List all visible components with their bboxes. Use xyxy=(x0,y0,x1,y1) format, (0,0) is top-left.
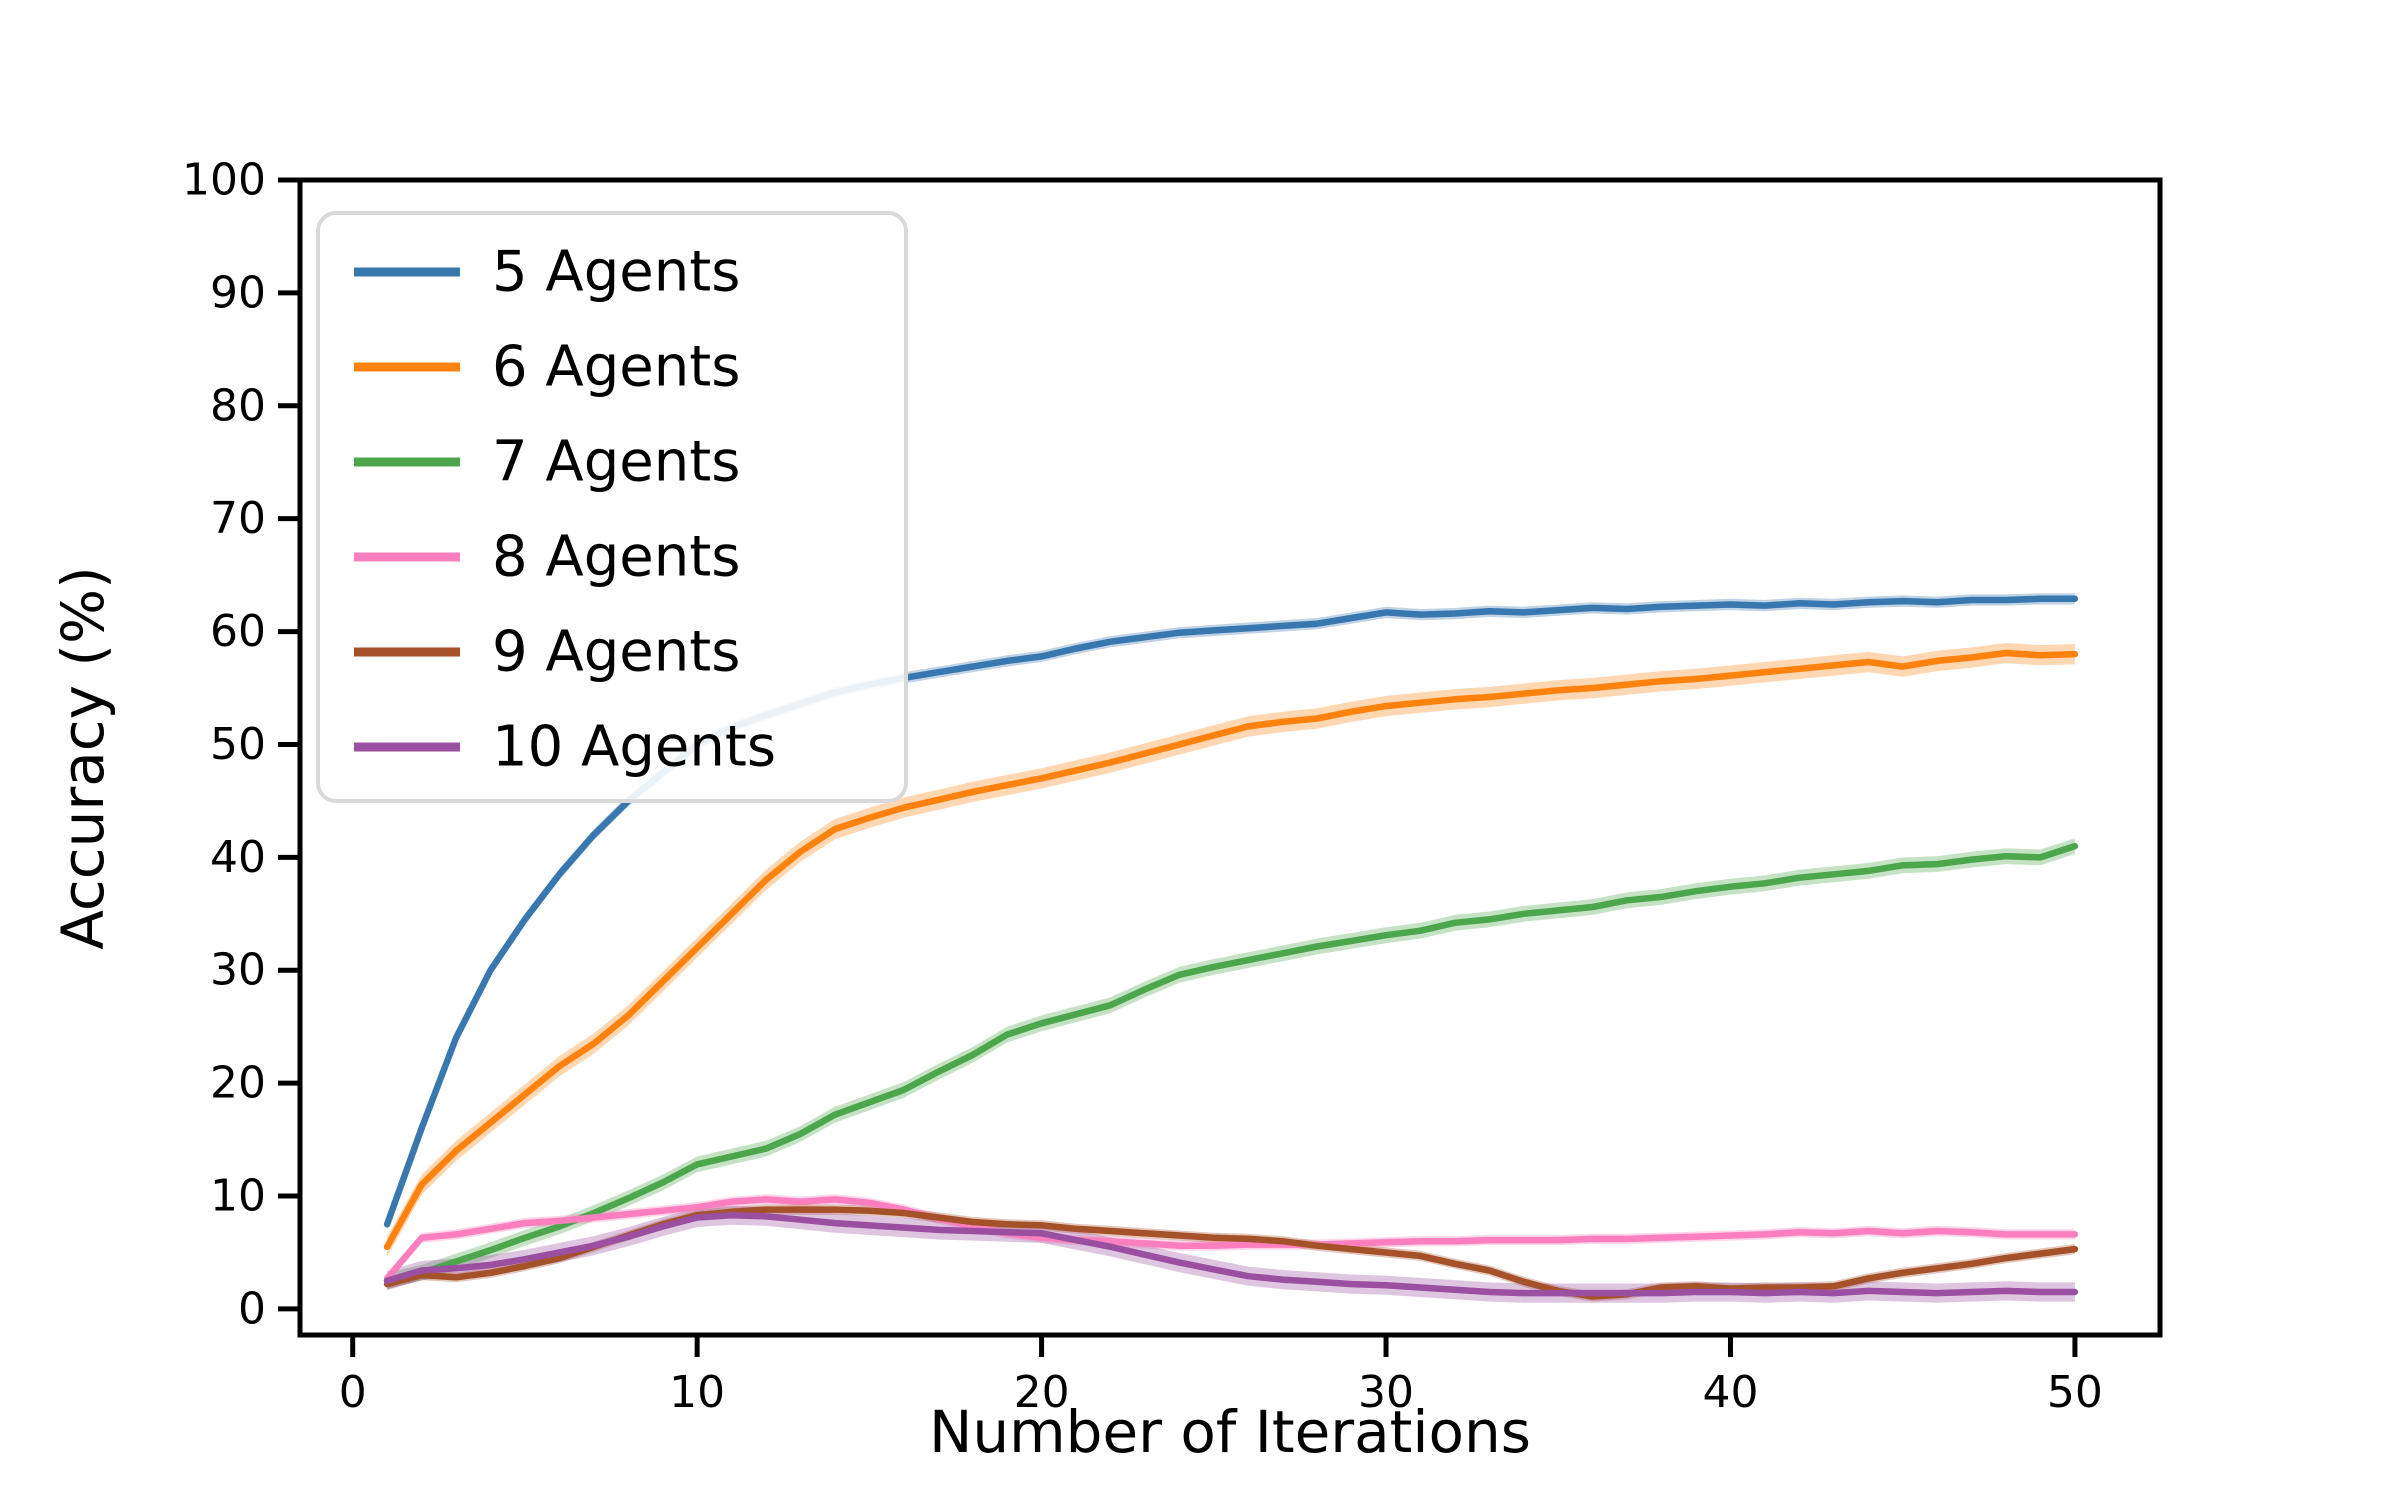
legend-entry-5-agents: 5 Agents xyxy=(354,240,740,305)
legend-entry-10-agents: 10 Agents xyxy=(354,715,776,780)
y-tick-label-20: 20 xyxy=(210,1058,266,1109)
legend-entry-9-agents: 9 Agents xyxy=(354,620,740,685)
axis-ticks xyxy=(278,177,2078,1357)
series-line-6-agents xyxy=(383,649,2079,1251)
legend-label-7-agents: 7 Agents xyxy=(492,430,740,495)
y-tick-label-50: 50 xyxy=(210,719,266,770)
y-tick-label-30: 30 xyxy=(210,945,266,996)
series-band-8-agents xyxy=(387,1194,2075,1284)
y-tick-label-40: 40 xyxy=(210,832,266,883)
legend-entry-8-agents: 8 Agents xyxy=(354,525,740,590)
x-tick-label-30: 30 xyxy=(1358,1367,1414,1418)
axis-tick-labels: 0 10 20 30 40 50 0 10 20 30 40 50 60 70 80 90 100 xyxy=(182,155,2103,1419)
y-tick-label-80: 80 xyxy=(210,380,266,431)
legend: 5 Agents 6 Agents 7 Agents 8 Agents 9 Agents… xyxy=(316,211,908,803)
series-line-7-agents xyxy=(383,842,2079,1284)
x-axis-label: Number of Iterations xyxy=(929,1398,1531,1466)
series-band-10-agents xyxy=(387,1205,2075,1303)
axes-frame xyxy=(297,177,2163,1338)
x-tick-label-10: 10 xyxy=(669,1367,725,1418)
legend-label-6-agents: 6 Agents xyxy=(492,335,740,400)
legend-label-9-agents: 9 Agents xyxy=(492,620,740,685)
x-tick-label-40: 40 xyxy=(1702,1367,1758,1418)
legend-label-5-agents: 5 Agents xyxy=(492,240,740,305)
y-tick-label-0: 0 xyxy=(238,1283,266,1334)
legend-entry-7-agents: 7 Agents xyxy=(354,430,740,495)
y-tick-label-90: 90 xyxy=(210,267,266,318)
x-tick-label-20: 20 xyxy=(1014,1367,1070,1418)
series-band-7-agents xyxy=(387,838,2075,1289)
y-axis-label: Accuracy (%) xyxy=(49,566,117,950)
legend-box xyxy=(316,211,908,803)
y-tick-label-70: 70 xyxy=(210,493,266,544)
legend-entry-6-agents: 6 Agents xyxy=(354,335,740,400)
y-tick-label-10: 10 xyxy=(210,1171,266,1222)
legend-label-8-agents: 8 Agents xyxy=(492,525,740,590)
confidence-bands xyxy=(387,593,2075,1303)
series-line-10-agents xyxy=(383,1211,2079,1297)
y-tick-label-100: 100 xyxy=(182,155,266,206)
x-tick-label-0: 0 xyxy=(339,1367,367,1418)
y-tick-label-60: 60 xyxy=(210,606,266,657)
x-tick-label-50: 50 xyxy=(2047,1367,2103,1418)
series-line-8-agents xyxy=(383,1196,2079,1282)
legend-label-10-agents: 10 Agents xyxy=(492,715,776,780)
